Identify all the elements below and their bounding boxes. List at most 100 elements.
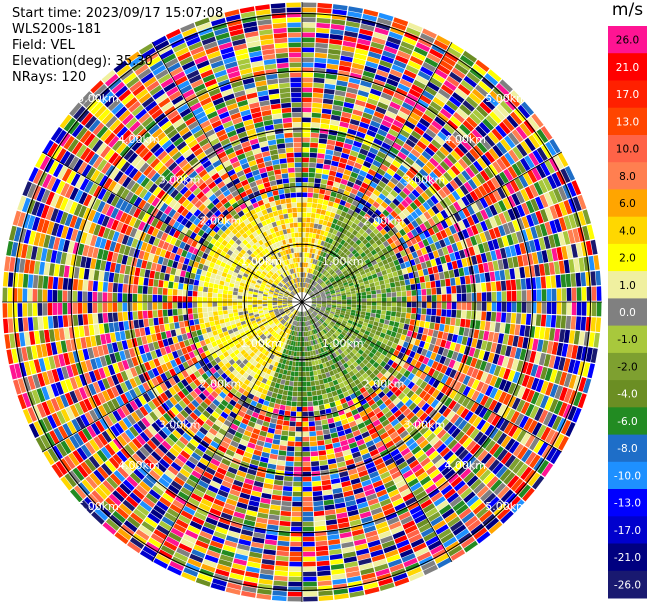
velocity-cell [375,313,381,319]
velocity-cell [393,173,402,182]
velocity-cell [358,267,364,273]
velocity-cell [273,484,283,491]
velocity-cell [337,243,343,250]
velocity-cell [326,453,336,460]
velocity-cell [345,311,351,315]
velocity-cell [364,201,372,209]
velocity-cell [585,347,593,362]
velocity-cell [582,362,591,377]
velocity-cell [313,228,318,234]
velocity-cell [519,266,526,279]
velocity-cell [294,451,302,457]
velocity-cell [401,296,407,302]
velocity-cell [518,174,529,188]
velocity-cell [430,258,437,267]
velocity-cell [580,272,586,287]
velocity-cell [341,331,347,337]
velocity-cell [330,432,339,439]
velocity-cell [519,415,529,429]
velocity-cell [553,261,560,275]
velocity-cell [384,185,393,193]
velocity-cell [320,384,326,390]
velocity-cell [425,245,432,254]
velocity-cell [339,265,345,271]
velocity-cell [585,240,593,256]
velocity-cell [314,290,319,294]
velocity-cell [311,304,317,306]
velocity-cell [406,356,413,364]
velocity-cell [355,157,365,165]
velocity-cell [524,137,536,152]
velocity-cell [351,249,358,255]
velocity-cell [397,151,407,160]
velocity-cell [363,280,370,285]
velocity-cell [453,381,462,392]
velocity-cell [294,446,302,452]
velocity-cell [556,417,567,433]
velocity-cell [352,109,363,117]
velocity-cell [344,327,350,332]
velocity-cell [314,283,319,288]
velocity-cell [496,158,507,171]
velocity-cell [316,203,323,209]
velocity-cell [395,372,403,380]
velocity-cell [340,290,346,294]
velocity-cell [355,313,361,318]
velocity-cell [545,314,552,327]
velocity-cell [302,391,307,397]
velocity-cell [503,422,514,435]
velocity-cell [316,229,321,235]
velocity-cell [400,262,406,270]
velocity-cell [484,362,492,373]
velocity-cell [370,193,378,201]
velocity-cell [489,111,502,124]
velocity-cell [511,290,517,302]
velocity-cell [358,331,364,337]
velocity-cell [455,318,461,327]
velocity-cell [302,37,315,43]
velocity-cell [418,232,426,241]
velocity-cell [374,246,381,253]
velocity-cell [596,302,602,317]
velocity-cell [267,524,279,531]
velocity-cell [371,309,377,314]
velocity-cell [277,389,284,395]
velocity-cell [310,243,315,249]
velocity-cell [473,431,484,443]
velocity-cell [383,363,391,371]
velocity-cell [294,371,299,377]
velocity-cell [317,580,332,586]
velocity-cell [351,62,365,70]
velocity-cell [425,161,436,171]
velocity-cell [360,346,367,352]
velocity-cell [431,287,437,295]
velocity-cell [318,455,327,461]
velocity-cell [323,494,334,501]
velocity-cell [379,236,387,243]
velocity-cell [484,397,494,409]
velocity-cell [304,247,308,253]
velocity-cell [329,124,339,131]
velocity-cell [380,55,394,64]
velocity-cell [317,565,331,572]
velocity-cell [492,161,503,174]
velocity-cell [571,180,582,196]
velocity-cell [334,314,339,318]
velocity-cell [372,189,381,197]
velocity-cell [350,67,363,75]
velocity-cell [342,174,350,181]
velocity-cell [535,393,545,407]
velocity-cell [582,378,592,394]
velocity-cell [423,365,431,374]
velocity-cell [516,204,526,217]
velocity-cell [346,291,351,295]
velocity-cell [326,325,332,330]
velocity-cell [302,117,311,123]
velocity-cell [427,386,436,396]
velocity-cell [496,312,502,322]
velocity-cell [374,155,384,164]
velocity-cell [198,334,204,342]
velocity-cell [463,75,477,88]
velocity-cell [469,428,480,440]
velocity-cell [318,450,327,456]
